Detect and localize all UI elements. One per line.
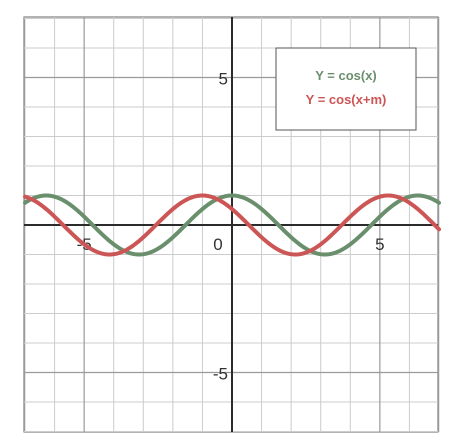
y-tick-label-5: 5 [219,70,228,89]
legend-entry-cos-x-plus-m: Y = cos(x+m) [306,92,387,107]
series-line-cos-x-plus-m [23,193,441,257]
series-line-cos-x [23,193,441,257]
legend: Y = cos(x) Y = cos(x+m) [275,47,417,131]
series-lines [23,193,441,257]
x-tick-label-5: 5 [375,235,384,254]
legend-box [275,47,417,131]
x-tick-label-0: 0 [213,235,222,254]
y-tick-label-neg5: -5 [213,365,228,384]
legend-entry-cos-x: Y = cos(x) [315,68,377,83]
